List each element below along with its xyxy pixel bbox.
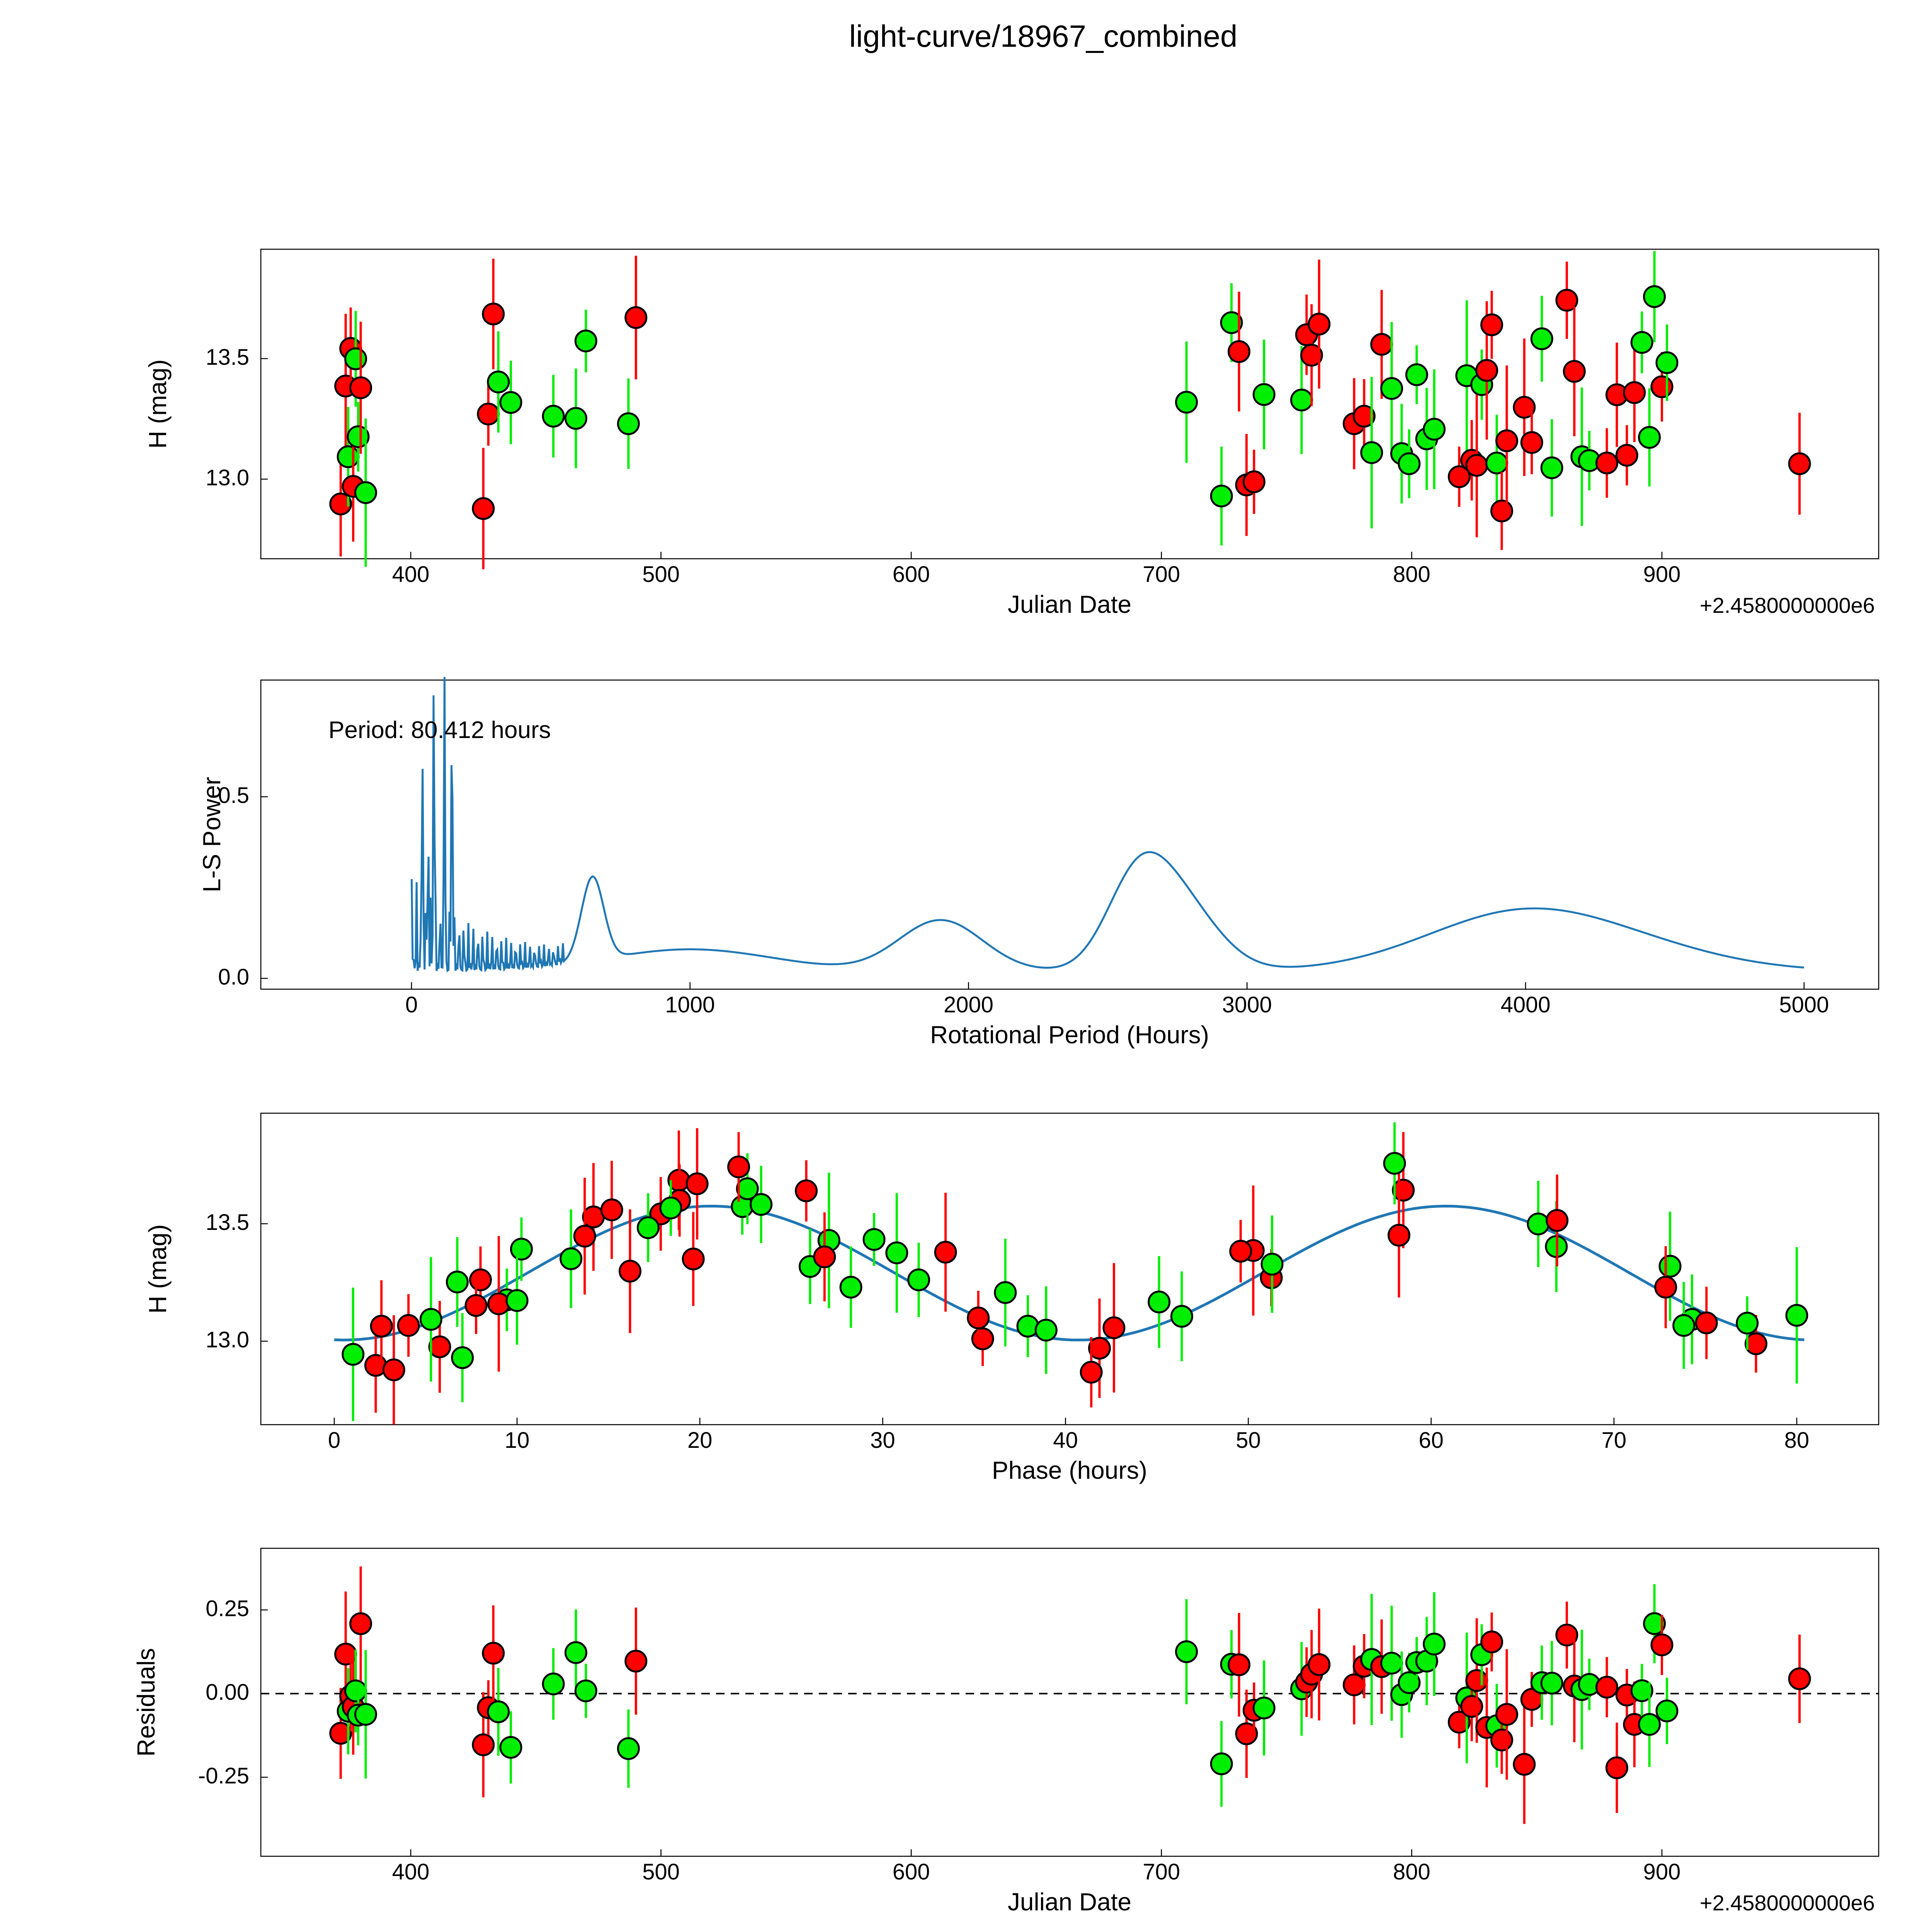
svg-text:3000: 3000: [1222, 992, 1272, 1017]
svg-text:800: 800: [1393, 1859, 1430, 1884]
svg-text:900: 900: [1643, 562, 1681, 587]
svg-text:Residuals: Residuals: [132, 1648, 160, 1757]
svg-text:+2.4580000000e6: +2.4580000000e6: [1700, 1891, 1875, 1915]
svg-text:Rotational Period (Hours): Rotational Period (Hours): [930, 1021, 1209, 1049]
svg-text:5000: 5000: [1779, 992, 1829, 1017]
svg-text:-0.25: -0.25: [198, 1764, 249, 1789]
svg-text:600: 600: [893, 1859, 930, 1884]
svg-text:0: 0: [328, 1428, 340, 1453]
svg-text:Period: 80.412 hours: Period: 80.412 hours: [328, 717, 551, 743]
svg-text:13.5: 13.5: [206, 1210, 249, 1235]
svg-text:0.00: 0.00: [206, 1680, 249, 1705]
svg-text:0.0: 0.0: [218, 964, 249, 990]
svg-text:1000: 1000: [665, 992, 715, 1017]
svg-text:70: 70: [1602, 1428, 1627, 1453]
svg-text:600: 600: [893, 562, 930, 587]
svg-text:13.5: 13.5: [206, 345, 249, 370]
svg-text:80: 80: [1784, 1428, 1810, 1453]
svg-text:400: 400: [392, 562, 430, 587]
svg-text:13.0: 13.0: [206, 1327, 249, 1352]
svg-text:Julian Date: Julian Date: [1008, 590, 1131, 618]
svg-text:Julian Date: Julian Date: [1008, 1888, 1131, 1916]
svg-text:13.0: 13.0: [206, 465, 249, 490]
svg-text:900: 900: [1643, 1859, 1681, 1884]
svg-text:H (mag): H (mag): [144, 1224, 172, 1313]
svg-text:800: 800: [1393, 562, 1430, 587]
svg-text:2000: 2000: [944, 992, 993, 1017]
svg-text:60: 60: [1419, 1428, 1444, 1453]
svg-text:500: 500: [642, 562, 680, 587]
svg-text:500: 500: [642, 1859, 680, 1884]
svg-text:700: 700: [1143, 562, 1180, 587]
svg-text:H (mag): H (mag): [144, 359, 172, 449]
svg-text:20: 20: [687, 1428, 713, 1453]
svg-text:400: 400: [392, 1859, 430, 1884]
svg-text:700: 700: [1143, 1859, 1180, 1884]
svg-text:Phase (hours): Phase (hours): [992, 1456, 1147, 1484]
svg-text:40: 40: [1053, 1428, 1078, 1453]
svg-text:0: 0: [405, 992, 418, 1017]
svg-text:50: 50: [1236, 1428, 1261, 1453]
svg-text:10: 10: [505, 1428, 530, 1453]
svg-text:+2.4580000000e6: +2.4580000000e6: [1700, 593, 1875, 617]
svg-text:30: 30: [870, 1428, 895, 1453]
svg-text:0.25: 0.25: [206, 1596, 249, 1621]
svg-text:L-S Power: L-S Power: [198, 777, 226, 893]
svg-text:4000: 4000: [1501, 992, 1551, 1017]
